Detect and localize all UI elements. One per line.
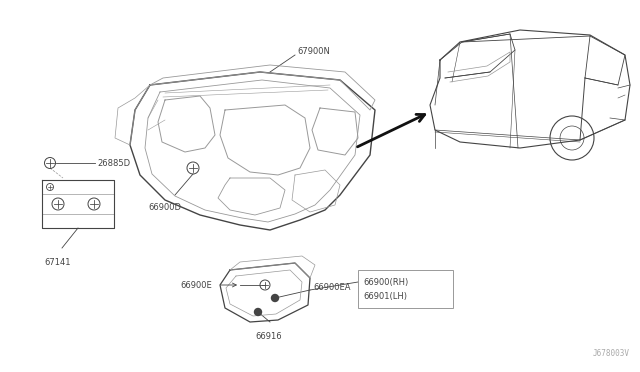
Text: 66900EA: 66900EA bbox=[313, 283, 351, 292]
Text: 66900D: 66900D bbox=[148, 203, 181, 212]
Text: 66900(RH): 66900(RH) bbox=[363, 278, 408, 286]
Circle shape bbox=[271, 295, 278, 301]
Text: 66916: 66916 bbox=[255, 332, 282, 341]
Text: 66900E: 66900E bbox=[180, 280, 212, 289]
Text: J678003V: J678003V bbox=[593, 349, 630, 358]
Text: 66901(LH): 66901(LH) bbox=[363, 292, 407, 301]
Text: 67141: 67141 bbox=[44, 258, 70, 267]
Circle shape bbox=[255, 308, 262, 315]
Text: 67900N: 67900N bbox=[297, 48, 330, 57]
Text: 26885D: 26885D bbox=[97, 158, 130, 167]
Bar bbox=[358, 270, 453, 308]
